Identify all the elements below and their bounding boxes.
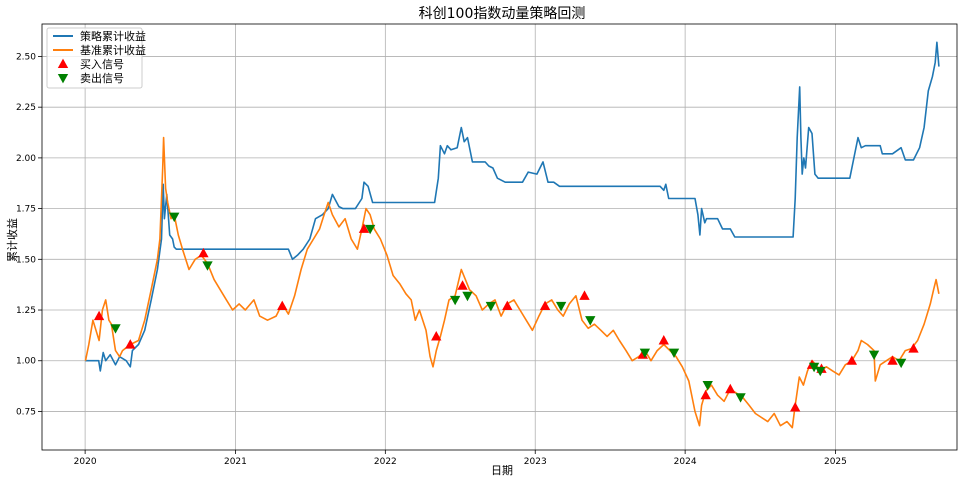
sell-signal-marker xyxy=(364,224,376,235)
y-tick-label: 2.25 xyxy=(16,103,36,113)
y-tick-label: 2.00 xyxy=(16,154,36,164)
sell-signal-marker xyxy=(449,295,461,306)
x-tick-label: 2021 xyxy=(224,457,247,467)
legend-label: 卖出信号 xyxy=(80,71,124,85)
sell-signal-marker xyxy=(462,291,473,302)
sell-signal-marker xyxy=(110,324,121,334)
sell-signal-marker xyxy=(668,348,680,359)
buy-signal-marker xyxy=(431,331,442,341)
sell-signal-marker xyxy=(485,301,497,312)
buy-signal-marker xyxy=(700,389,711,400)
buy-signal-marker xyxy=(908,343,919,353)
legend-box xyxy=(46,27,143,89)
buy-signal-marker xyxy=(846,355,858,365)
buy-signal-marker xyxy=(277,300,288,311)
x-tick-label: 2020 xyxy=(74,457,97,467)
buy-signal-marker xyxy=(93,310,105,321)
sell-signal-marker xyxy=(895,358,907,369)
y-tick-label: 1.00 xyxy=(16,357,36,367)
sell-signal-marker xyxy=(202,261,213,271)
x-tick-label: 2023 xyxy=(524,457,547,467)
sell-signal-marker xyxy=(735,393,746,403)
buy-signal-marker xyxy=(658,335,669,345)
benchmark-cumulative-return-line xyxy=(84,136,940,429)
y-axis-title: 累计收益 xyxy=(5,218,19,262)
sell-signal-marker xyxy=(639,348,651,359)
sell-signal-marker xyxy=(555,301,567,312)
buy-signal-marker xyxy=(579,290,590,300)
sell-signal-marker xyxy=(702,381,713,391)
legend-label: 基准累计收益 xyxy=(80,43,146,57)
strategy-cumulative-return-line xyxy=(85,41,940,372)
gridlines xyxy=(42,24,957,450)
buy-signal-marker xyxy=(358,223,370,233)
y-axis-ticks: 0.75 1.00 1.25 1.50 1.75 2.00 2.25 2.50 xyxy=(16,52,42,417)
buy-signal-marker xyxy=(887,355,898,365)
buy-signal-marker xyxy=(539,300,551,311)
buy-signal-marker xyxy=(725,383,736,394)
buy-signal-marker xyxy=(790,402,801,412)
buy-signal-marker xyxy=(198,247,209,258)
sell-signal-marker xyxy=(808,362,820,373)
series-layer xyxy=(84,41,940,429)
legend-marker-swatch xyxy=(57,73,69,84)
y-tick-label: 1.25 xyxy=(16,306,36,316)
legend-label: 买入信号 xyxy=(80,58,124,71)
x-tick-label: 2022 xyxy=(374,457,397,467)
chart-title: 科创100指数动量策略回测 xyxy=(419,5,586,22)
y-tick-label: 1.50 xyxy=(16,255,36,265)
x-axis-ticks: 2020 2021 2022 2023 2024 2025 xyxy=(74,450,847,467)
y-tick-label: 1.75 xyxy=(16,205,36,215)
marker-layer xyxy=(93,212,919,412)
legend-marker-swatch xyxy=(57,58,69,69)
sell-signal-marker xyxy=(868,350,880,361)
y-tick-label: 0.75 xyxy=(16,407,36,417)
x-axis-title: 日期 xyxy=(491,464,513,477)
sell-signal-marker xyxy=(815,366,826,377)
buy-signal-marker xyxy=(125,339,136,349)
sell-signal-marker xyxy=(169,212,180,223)
legend-label: 策略累计收益 xyxy=(80,29,146,43)
y-tick-label: 2.50 xyxy=(16,52,36,62)
plot-area-frame xyxy=(41,23,958,451)
sell-signal-marker xyxy=(585,316,596,326)
x-tick-label: 2024 xyxy=(674,457,697,467)
buy-signal-marker xyxy=(457,280,468,290)
buy-signal-marker xyxy=(502,300,513,311)
x-tick-label: 2025 xyxy=(824,457,847,467)
